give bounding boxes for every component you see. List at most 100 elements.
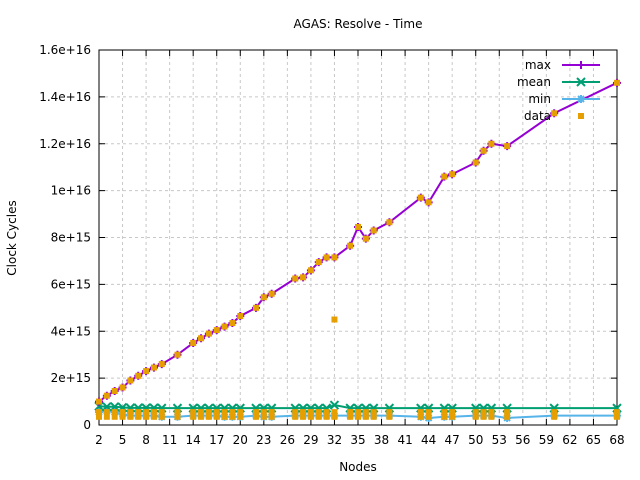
data-point-band bbox=[472, 409, 479, 420]
x-tick-label: 14 bbox=[186, 433, 201, 447]
x-tick-label: 29 bbox=[303, 433, 318, 447]
x-tick-label: 44 bbox=[421, 433, 436, 447]
data-point bbox=[425, 199, 432, 206]
data-point-band bbox=[323, 409, 330, 420]
x-tick-label: 32 bbox=[327, 433, 342, 447]
data-point bbox=[143, 368, 150, 375]
grid bbox=[98, 49, 618, 426]
x-tick-label: 2 bbox=[95, 433, 103, 447]
data-point-band bbox=[96, 409, 102, 420]
data-point bbox=[252, 304, 259, 311]
data-point bbox=[300, 274, 307, 281]
x-tick-label: 50 bbox=[468, 433, 483, 447]
data-point-band bbox=[119, 409, 126, 420]
data-point bbox=[221, 323, 228, 330]
data-point-band bbox=[362, 409, 369, 420]
x-tick-label: 35 bbox=[350, 433, 365, 447]
data-point bbox=[323, 254, 330, 261]
y-tick-label: 1e+16 bbox=[51, 184, 91, 198]
data-point bbox=[472, 159, 479, 166]
data-point-band bbox=[300, 409, 307, 420]
data-point-band bbox=[417, 409, 424, 420]
data-point bbox=[174, 351, 181, 358]
data-point-band bbox=[174, 409, 181, 420]
x-tick-label: 38 bbox=[374, 433, 389, 447]
legend-marker-max bbox=[577, 61, 585, 69]
data-point-band bbox=[307, 409, 314, 420]
data-point bbox=[504, 143, 511, 150]
star-icon bbox=[577, 95, 585, 103]
data-point-band bbox=[331, 409, 338, 420]
square-icon bbox=[578, 113, 584, 119]
data-point-band bbox=[347, 409, 354, 420]
y-tick-label: 6e+15 bbox=[51, 277, 91, 291]
legend: max mean min data bbox=[517, 58, 600, 123]
data-point-band bbox=[150, 409, 157, 420]
data-point-band bbox=[315, 409, 322, 420]
data-point bbox=[347, 242, 354, 249]
x-tick-label: 41 bbox=[397, 433, 412, 447]
data-point bbox=[551, 110, 558, 117]
data-point bbox=[268, 290, 275, 297]
data-point-band bbox=[268, 409, 275, 420]
x-tick-label: 17 bbox=[209, 433, 224, 447]
plus-icon bbox=[577, 61, 585, 69]
legend-marker-min bbox=[577, 95, 585, 103]
x-tick-label: 26 bbox=[280, 433, 295, 447]
point-mean bbox=[329, 400, 340, 410]
data-point bbox=[96, 398, 102, 405]
data-point-band bbox=[370, 409, 377, 420]
plot-border bbox=[98, 49, 618, 426]
x-tick-label: 11 bbox=[162, 433, 177, 447]
data-point-band bbox=[386, 409, 393, 420]
axes: 2 5 8 11 14 17 20 23 26 29 32 35 38 41 44 47 50 53 56 59 62 6… bbox=[39, 43, 624, 447]
y-tick-label: 1.6e+16 bbox=[39, 43, 91, 57]
data-point bbox=[441, 173, 448, 180]
data-point-band bbox=[441, 409, 448, 420]
data-point-band bbox=[614, 409, 620, 420]
data-point-band bbox=[252, 409, 259, 420]
data-point bbox=[135, 372, 142, 379]
x-tick-label: 8 bbox=[142, 433, 150, 447]
legend-label-max: max bbox=[525, 58, 551, 72]
data-point-band bbox=[213, 409, 220, 420]
data-point-band bbox=[260, 409, 267, 420]
data-point bbox=[213, 327, 220, 334]
y-tick-label: 1.4e+16 bbox=[39, 90, 91, 104]
data-point bbox=[190, 339, 197, 346]
data-point bbox=[205, 330, 212, 337]
data-point-band bbox=[355, 409, 361, 420]
x-tick-label: 62 bbox=[562, 433, 577, 447]
data-point bbox=[488, 140, 495, 147]
data-point bbox=[362, 235, 369, 242]
legend-label-data: data bbox=[524, 109, 551, 123]
data-point-band bbox=[143, 409, 150, 420]
chart-title: AGAS: Resolve - Time bbox=[294, 17, 423, 31]
data-point-band bbox=[198, 409, 205, 420]
data-point bbox=[417, 194, 424, 201]
x-tick-label: 53 bbox=[492, 433, 507, 447]
data-point-band bbox=[127, 409, 134, 420]
data-point-band bbox=[488, 409, 495, 420]
data-point bbox=[111, 388, 118, 395]
data-point-band bbox=[504, 409, 511, 420]
data-point bbox=[150, 364, 157, 371]
data-point-band bbox=[292, 409, 299, 420]
y-axis-label: Clock Cycles bbox=[5, 200, 19, 275]
data-point-band bbox=[449, 409, 456, 420]
data-point-band bbox=[551, 409, 558, 420]
data-point bbox=[127, 377, 134, 384]
series bbox=[94, 78, 622, 422]
y-tick-label: 8e+15 bbox=[51, 231, 91, 245]
data-point bbox=[370, 227, 377, 234]
data-point-band bbox=[135, 409, 142, 420]
data-point-band bbox=[103, 409, 110, 420]
x-tick-label: 20 bbox=[233, 433, 248, 447]
y-tick-label: 4e+15 bbox=[51, 324, 91, 338]
data-point-band bbox=[111, 409, 118, 420]
x-icon bbox=[576, 77, 586, 87]
data-point-outlier bbox=[331, 316, 338, 323]
data-point bbox=[386, 219, 393, 226]
x-tick-label: 47 bbox=[445, 433, 460, 447]
